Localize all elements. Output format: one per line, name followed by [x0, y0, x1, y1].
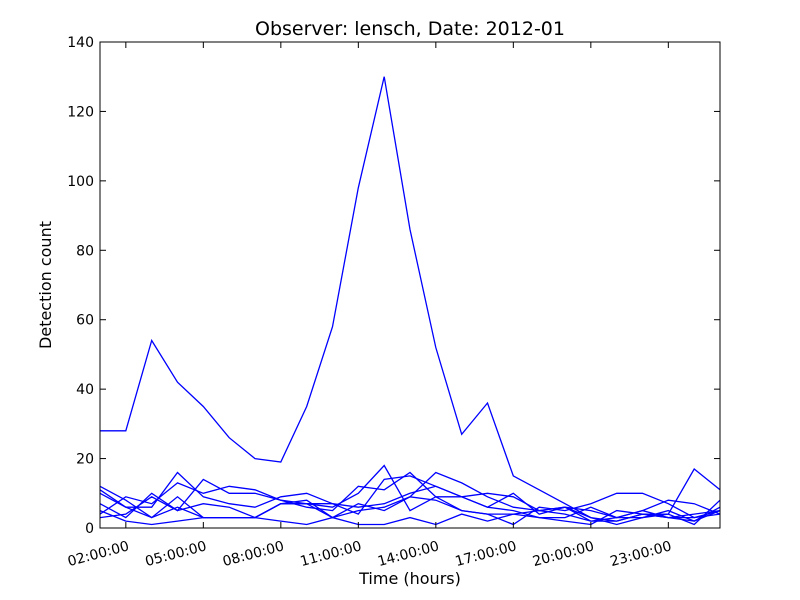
- series-line-7: [99, 492, 721, 526]
- series-line-6: [99, 499, 721, 526]
- x-axis: 02:00:00 05:00:00 08:00:00 11:00:00 14:00:00…: [66, 42, 673, 570]
- x-tick-label: 02:00:00: [66, 538, 131, 570]
- x-tick-label: 08:00:00: [221, 538, 286, 570]
- chart-title: Observer: lensch, Date: 2012-01: [255, 18, 565, 40]
- x-tick-label: 20:00:00: [531, 538, 596, 570]
- plot-area-frame: [99, 41, 721, 529]
- y-tick-label: 40: [76, 382, 94, 398]
- series-line-1: [100, 76, 721, 522]
- series-line-8: [99, 485, 721, 522]
- y-tick-label: 140: [67, 35, 94, 51]
- y-tick-label: 80: [76, 243, 94, 259]
- x-tick-label: 05:00:00: [143, 538, 208, 570]
- y-tick-label: 100: [67, 174, 94, 190]
- x-tick-label: 14:00:00: [376, 538, 441, 570]
- y-tick-label: 20: [76, 452, 94, 468]
- y-tick-label: 120: [67, 104, 94, 120]
- series-line-2: [99, 464, 721, 526]
- plot-series: [99, 76, 721, 526]
- y-tick-label: 60: [76, 313, 94, 329]
- y-tick-label: 0: [85, 521, 94, 537]
- x-tick-label: 11:00:00: [298, 538, 363, 570]
- y-axis-label: Detection count: [36, 221, 55, 349]
- x-tick-label: 23:00:00: [608, 538, 673, 570]
- x-axis-label: Time (hours): [358, 569, 461, 588]
- y-axis: 0 20 40 60 80 100 120 140: [67, 35, 720, 537]
- series-line-5: [99, 471, 721, 522]
- x-tick-label: 17:00:00: [453, 538, 518, 570]
